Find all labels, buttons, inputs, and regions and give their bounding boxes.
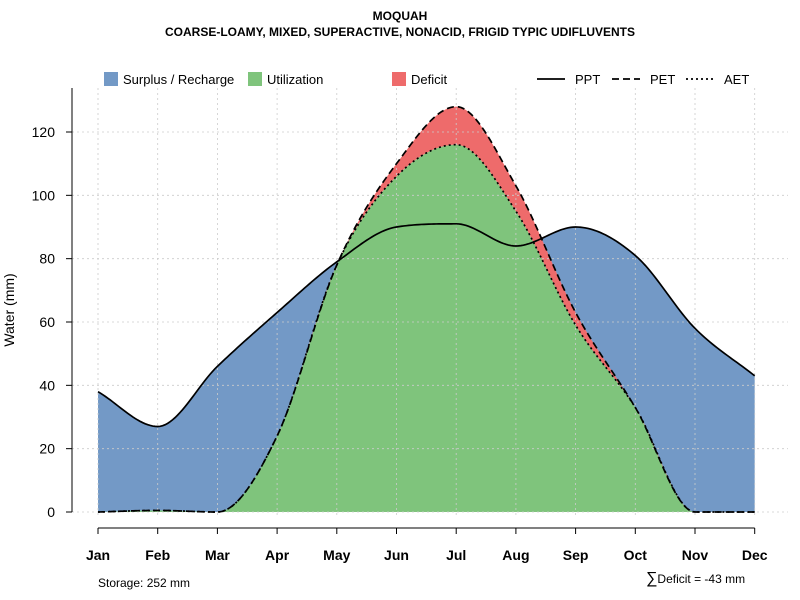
y-tick-label: 100 <box>32 187 56 203</box>
legend-label: AET <box>724 72 749 87</box>
chart-subtitle: COARSE-LOAMY, MIXED, SUPERACTIVE, NONACI… <box>164 25 636 39</box>
x-tick-label: Dec <box>742 547 768 563</box>
legend-label: Surplus / Recharge <box>123 72 234 87</box>
y-tick-label: 40 <box>39 377 55 393</box>
legend-swatch-3 <box>392 72 406 86</box>
legend-swatch-2 <box>248 72 262 86</box>
x-tick-label: Nov <box>682 547 709 563</box>
x-tick-label: May <box>323 547 350 563</box>
x-tick-label: Mar <box>205 547 230 563</box>
y-axis-label: Water (mm) <box>1 273 17 346</box>
x-tick-label: Jun <box>384 547 409 563</box>
sum-symbol: ∑ <box>646 570 658 587</box>
y-tick-label: 0 <box>47 504 55 520</box>
utilization-area <box>98 144 755 513</box>
y-tick-label: 120 <box>32 124 56 140</box>
x-tick-label: Jul <box>446 547 466 563</box>
legend-label: Deficit <box>411 72 448 87</box>
deficit-text: Deficit = -43 mm <box>657 572 746 586</box>
series-line-ppt <box>97 222 756 428</box>
deficit-note: ∑Deficit = -43 mm <box>646 570 745 588</box>
series-line-aet <box>97 143 755 513</box>
x-tick-label: Jan <box>86 547 110 563</box>
x-tick-label: Apr <box>265 547 290 563</box>
y-tick-label: 20 <box>39 441 55 457</box>
y-tick-label: 60 <box>39 314 55 330</box>
x-tick-label: Oct <box>624 547 648 563</box>
x-tick-label: Aug <box>502 547 529 563</box>
storage-note: Storage: 252 mm <box>98 576 191 590</box>
legend-swatch-1 <box>104 72 118 86</box>
x-tick-label: Feb <box>145 547 170 563</box>
chart-title: MOQUAH <box>372 9 428 23</box>
legend-label: Utilization <box>267 72 323 87</box>
y-tick-label: 80 <box>39 251 55 267</box>
legend-label: PPT <box>575 72 600 87</box>
legend-label: PET <box>650 72 675 87</box>
x-tick-label: Sep <box>563 547 589 563</box>
